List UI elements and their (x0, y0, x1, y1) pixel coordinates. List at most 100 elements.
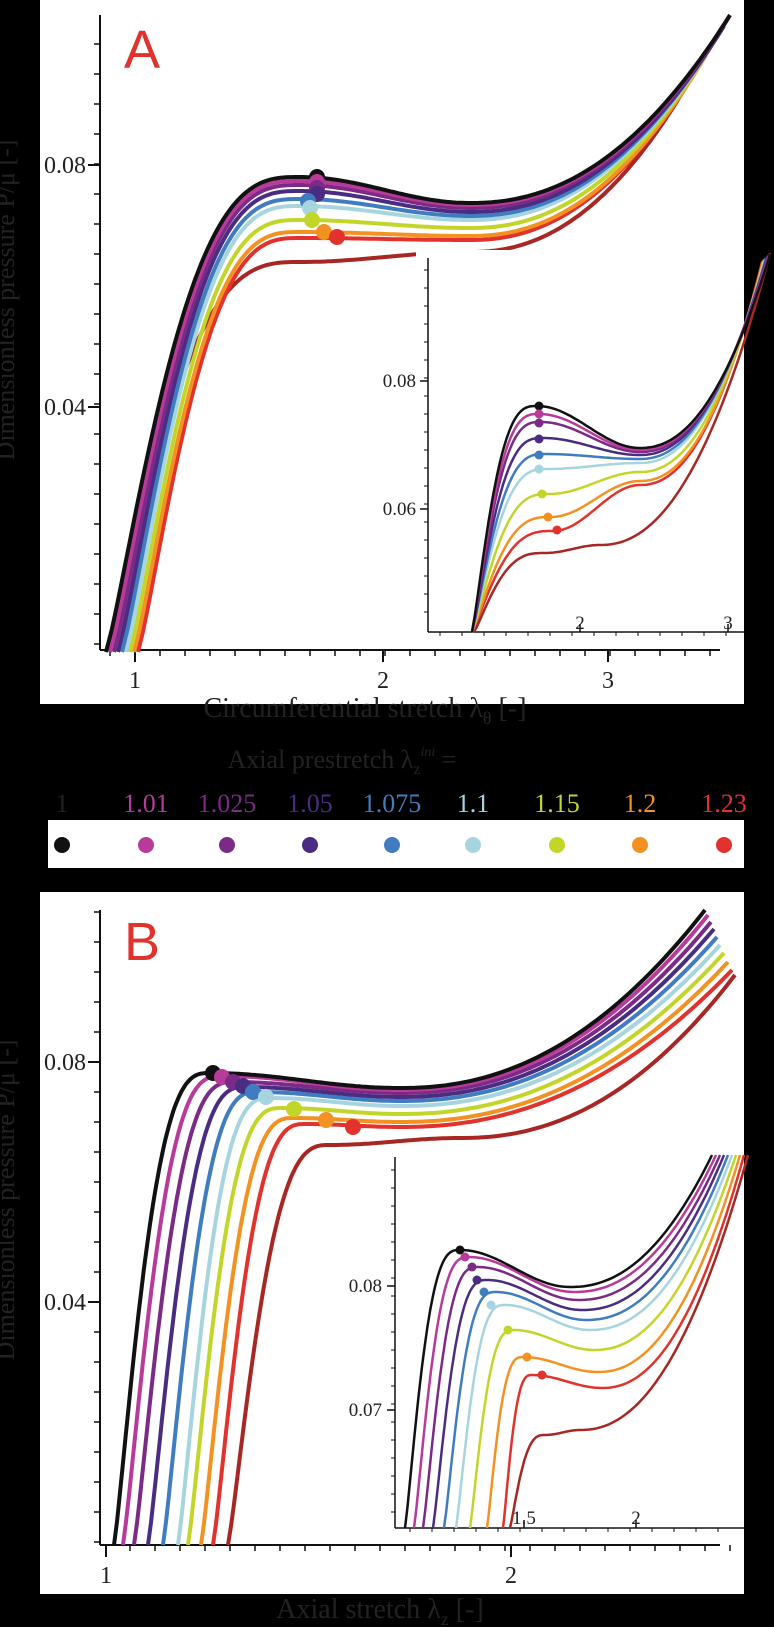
panel-a-y-axis-label: Dimensionless pressure P/μ [-] (0, 140, 20, 461)
inset-b-curve-extra (508, 1154, 750, 1529)
inset-b-x-tick-label: 2 (631, 1508, 641, 1529)
inset-a-marker-3 (534, 418, 544, 428)
panel-b-letter: B (124, 912, 160, 972)
inset-a-marker-1 (534, 401, 544, 411)
inset-b-marker-8 (522, 1352, 532, 1362)
panel-a-curves (104, 13, 732, 653)
inset-b-marker-4 (472, 1275, 482, 1285)
panel-b-curve-3 (132, 920, 713, 1546)
inset-a-curve-extra (472, 252, 772, 633)
panel-b-curves (112, 908, 737, 1546)
inset-a-marker-5 (534, 450, 544, 460)
x-tick-label: 2 (505, 1563, 517, 1589)
panel-a-marker-8 (316, 224, 332, 240)
panel-a-marker-9 (329, 229, 345, 245)
inset-b-curve-9 (501, 1154, 746, 1529)
panel-a-curve-9 (136, 58, 704, 653)
inset-a-x-tick-label: 2 (575, 613, 585, 634)
inset-a-curve-7 (470, 259, 766, 633)
inset-a-curve-1 (470, 253, 772, 633)
inset-b-curve-6 (454, 1154, 734, 1529)
inset-a-curve-8 (470, 260, 765, 633)
inset-b-curve-5 (442, 1154, 730, 1529)
panel-b-curve-5 (161, 935, 719, 1546)
panel-a-curve-6 (124, 38, 717, 653)
panel-a-curve-8 (132, 53, 708, 653)
inset-a-y-tick-label: 0.06 (383, 499, 416, 520)
legend-marker-1 (54, 837, 70, 853)
panel-b-inset: 0.08 0.07 1.5 2 (349, 1150, 750, 1540)
legend-label-1: 1 (56, 789, 69, 818)
legend-markers (54, 837, 732, 853)
panel-a-curve-1 (104, 13, 732, 653)
inset-a-curve-5 (470, 257, 768, 633)
inset-b-curve-1 (403, 1154, 714, 1529)
legend-marker-9 (716, 837, 732, 853)
inset-a-curve-9 (470, 261, 764, 633)
panel-a-letter: A (124, 20, 160, 80)
legend-marker-5 (384, 837, 400, 853)
inset-b-curve-2 (412, 1154, 718, 1529)
inset-a-marker-4 (534, 434, 544, 444)
inset-a-x-tick-label: 3 (723, 613, 733, 634)
panel-b-curve-7 (186, 951, 726, 1546)
inset-b-x-tick-label: 1.5 (512, 1508, 536, 1529)
inset-b-marker-5 (479, 1287, 489, 1297)
inset-b-marker-6 (486, 1300, 496, 1310)
inset-a-marker-9 (552, 525, 562, 535)
panel-b-marker-7 (286, 1101, 302, 1117)
x-tick-label: 2 (377, 668, 389, 694)
legend-marker-4 (302, 837, 318, 853)
panel-b-curve-6 (176, 943, 722, 1546)
panel-a-curve-7 (128, 46, 712, 653)
panel-b-axes: 0.04 0.08 1 2 (44, 910, 731, 1589)
panel-a-marker-6 (302, 200, 318, 216)
panel-a-axes: 0.04 0.08 1 2 3 (44, 15, 720, 694)
y-tick-label: 0.08 (44, 1050, 86, 1076)
panel-b-x-axis-label: Axial stretch λz [-] (276, 1594, 483, 1627)
y-tick-label: 0.04 (44, 1290, 86, 1316)
panel-b-curve-8 (199, 960, 730, 1546)
legend-label-8: 1.2 (624, 789, 657, 818)
legend-marker-8 (632, 837, 648, 853)
x-tick-label: 3 (602, 668, 614, 694)
x-tick-label: 1 (129, 668, 141, 694)
y-tick-label: 0.08 (44, 153, 86, 179)
inset-b-curve-4 (431, 1154, 726, 1529)
inset-b-curve-7 (468, 1154, 738, 1529)
legend-label-9: 1.23 (701, 789, 747, 818)
inset-b-curve-8 (485, 1154, 742, 1529)
inset-b-marker-2 (460, 1252, 470, 1262)
panel-b-marker-8 (318, 1112, 334, 1128)
inset-b-marker-1 (455, 1245, 465, 1255)
legend-marker-7 (549, 837, 565, 853)
legend-label-7: 1.15 (534, 789, 580, 818)
panel-a-marker-7 (304, 212, 320, 228)
panel-b-marker-6 (258, 1089, 274, 1105)
inset-b-marker-3 (467, 1262, 477, 1272)
panel-b-marker-5 (245, 1084, 261, 1100)
x-tick-label: 1 (100, 1563, 112, 1589)
panel-a-curve-4 (116, 24, 726, 653)
inset-a-marker-6 (534, 464, 544, 474)
legend-title: Axial prestretch λzini = (228, 745, 457, 778)
inset-b-marker-9 (537, 1370, 547, 1380)
inset-a-background (416, 250, 744, 648)
inset-b-y-tick-label: 0.08 (349, 1276, 382, 1297)
panel-b-curve-4 (146, 927, 716, 1546)
legend-marker-2 (138, 837, 154, 853)
panel-a-curve-5 (120, 30, 722, 653)
legend-labels: 1 1.01 1.025 1.05 1.075 1.1 1.15 1.2 1.23 (56, 789, 747, 818)
legend-label-6: 1.1 (457, 789, 490, 818)
panel-a-inset: 0.08 0.06 2 3 (383, 250, 772, 648)
legend-label-4: 1.05 (287, 789, 333, 818)
inset-a-marker-2 (534, 409, 544, 419)
inset-b-y-tick-label: 0.07 (349, 1400, 382, 1421)
inset-a-marker-7 (537, 489, 547, 499)
inset-a-curve-6 (470, 258, 767, 633)
legend-label-3: 1.025 (198, 789, 257, 818)
legend-marker-6 (465, 837, 481, 853)
panel-b-marker-9 (345, 1119, 361, 1135)
inset-a-marker-8 (543, 512, 553, 522)
